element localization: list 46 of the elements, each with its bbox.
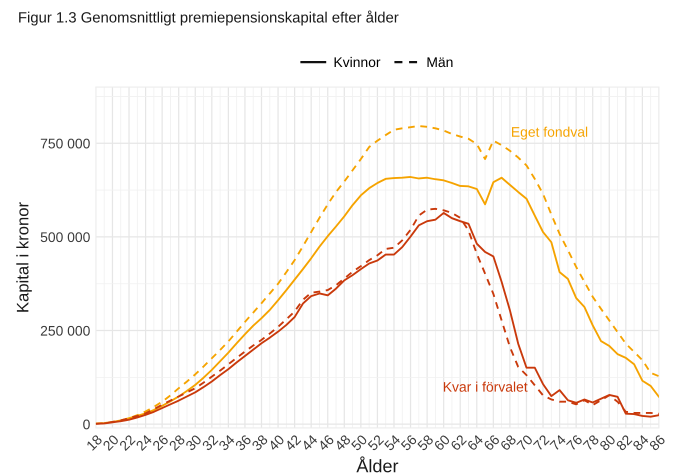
x-tick-label: 70 [516,434,534,452]
x-tick-label: 38 [251,434,268,452]
x-tick-label: 80 [599,434,616,452]
series-label: Eget fondval [512,126,588,140]
x-tick-label: 58 [416,434,434,452]
x-tick-label: 36 [234,434,252,452]
x-tick-label: 62 [450,434,467,452]
x-tick-label: 42 [284,434,302,452]
x-tick-label: 72 [532,434,550,452]
x-tick-label: 24 [135,434,152,452]
text: Män [427,57,452,68]
x-tick-label: 46 [317,434,335,452]
y-tick-label: 750 000 [40,138,90,148]
y-axis-title: Kapital i kronor [16,202,32,312]
x-tick-label: 56 [400,434,418,452]
x-tick-label: 74 [550,434,566,452]
x-tick-label: 40 [268,434,285,452]
x-tick-label: 32 [202,434,219,452]
x-tick-label: 34 [218,434,236,452]
x-tick-label: 54 [384,434,401,452]
x-tick-label: 66 [483,434,500,452]
x-axis-title: Ålder [356,456,398,472]
x-tick-label: 22 [118,434,136,452]
x-tick-label: 64 [466,434,484,452]
x-tick-label: 48 [334,434,352,452]
x-tick-label: 84 [632,434,650,452]
x-tick-label: 28 [168,434,186,452]
x-tick-label: 18 [86,434,103,451]
x-tick-label: 52 [367,434,384,452]
x-tick-label: 82 [616,434,633,452]
x-tick-label: 60 [434,434,450,452]
x-tick-label: 50 [350,434,368,452]
y-tick-label: 0 [83,420,90,430]
y-tick-label: 250 000 [40,326,90,336]
y-tick-label: 500 000 [40,232,90,242]
x-tick-label: 20 [102,434,120,452]
x-tick-label: 68 [500,434,517,452]
chart-title: Figur 1.3 Genomsnittligt premiepensionskapital efter ålder [19,10,398,26]
x-tick-label: 30 [184,434,202,452]
x-tick-label: 44 [300,434,318,452]
x-tick-label: 86 [648,434,666,452]
x-tick-label: 26 [152,434,169,452]
text: Kvinnor [334,56,380,68]
series-label: Kvar i förvalet [444,382,528,392]
x-tick-label: 76 [566,434,583,452]
x-tick-label: 78 [582,434,600,452]
